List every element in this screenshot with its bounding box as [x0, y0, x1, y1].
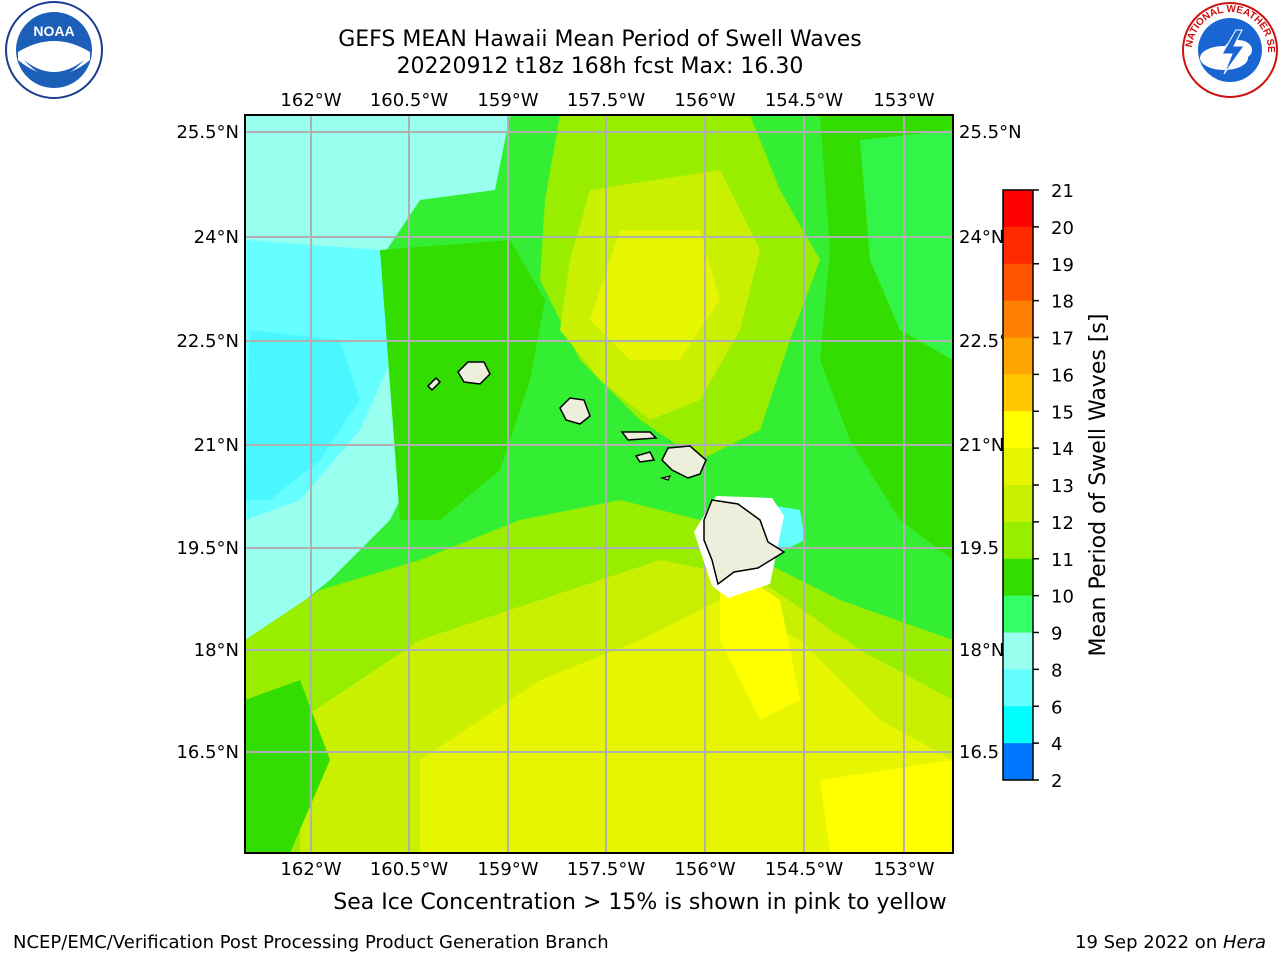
- lat-label: 19.5°N: [176, 538, 239, 559]
- colorbar-bin: [1003, 226, 1033, 265]
- colorbar-bin: [1003, 706, 1033, 744]
- lon-label: 160.5°W: [370, 859, 449, 880]
- lon-label: 154.5°W: [765, 90, 844, 111]
- noaa-logo-text: NOAA: [33, 23, 74, 39]
- swell-field: [245, 115, 953, 853]
- colorbar-tick-label: 20: [1051, 218, 1074, 239]
- hawaiian-islands: [426, 361, 786, 598]
- run-host: Hera: [1222, 932, 1266, 953]
- lat-label: 25.5°N: [176, 122, 239, 143]
- lat-label: 24°N: [194, 227, 239, 248]
- graticule: [245, 115, 953, 853]
- colorbar-tick-label: 16: [1051, 365, 1074, 386]
- colorbar-tick-label: 9: [1051, 624, 1062, 645]
- colorbar-bin: [1003, 632, 1033, 670]
- colorbar-tick-label: 11: [1051, 550, 1074, 571]
- lat-label: 16.5: [959, 742, 999, 763]
- map-title: GEFS MEAN Hawaii Mean Period of Swell Wa…: [338, 27, 862, 52]
- lon-label: 159°W: [477, 90, 538, 111]
- map-subtitle: 20220912 t18z 168h fcst Max: 16.30: [396, 54, 804, 79]
- colorbar-tick-label: 8: [1051, 660, 1062, 681]
- colorbar-tick-label: 6: [1051, 697, 1062, 718]
- colorbar-bin: [1003, 263, 1033, 302]
- colorbar: 21 20 19 18 17 16 15 14 13 12 11 10 9 8 6 4 2: [1002, 181, 1074, 792]
- lon-label: 162°W: [280, 90, 341, 111]
- lat-label: 19.5: [959, 538, 999, 559]
- lat-label: 24°N: [959, 227, 1004, 248]
- colorbar-tick-label: 21: [1051, 181, 1074, 202]
- colorbar-tick-label: 12: [1051, 513, 1074, 534]
- lon-labels-top: 162°W 160.5°W 159°W 157.5°W 156°W 154.5°…: [280, 90, 934, 111]
- colorbar-tick-label: 15: [1051, 402, 1074, 423]
- run-date-text: 19 Sep 2022 on: [1075, 932, 1223, 953]
- colorbar-tick-label: 2: [1051, 771, 1062, 792]
- colorbar-tick-label: 10: [1051, 587, 1074, 608]
- colorbar-bin: [1003, 521, 1033, 560]
- map-frame: [244, 114, 954, 854]
- colorbar-bin: [1003, 190, 1033, 228]
- colorbar-bin: [1003, 374, 1033, 412]
- lat-label: 25.5°N: [959, 122, 1022, 143]
- noaa-logo-icon: NOAA: [5, 1, 103, 99]
- colorbar-bin: [1003, 411, 1033, 449]
- lon-label: 153°W: [873, 90, 934, 111]
- colorbar-bin: [1003, 558, 1033, 597]
- lon-label: 162°W: [280, 859, 341, 880]
- lon-label: 156°W: [674, 859, 735, 880]
- lon-label: 159°W: [477, 859, 538, 880]
- lon-label: 157.5°W: [567, 859, 646, 880]
- lat-label: 16.5°N: [176, 742, 239, 763]
- lat-label: 22.5°: [959, 331, 1008, 352]
- colorbar-tick-label: 14: [1051, 439, 1074, 460]
- nws-logo-icon: NATIONAL WEATHER SERVICE: [1178, 0, 1278, 98]
- colorbar-bin: [1003, 337, 1033, 375]
- colorbar-bin: [1003, 669, 1033, 707]
- lat-labels-right: 25.5°N 24°N 22.5° 21°N 19.5 18°N 16.5: [959, 122, 1022, 763]
- colorbar-bin: [1003, 448, 1033, 486]
- lon-label: 160.5°W: [370, 90, 449, 111]
- colorbar-tick-label: 17: [1051, 329, 1074, 350]
- lat-label: 22.5°N: [176, 331, 239, 352]
- lat-label: 21°N: [959, 435, 1004, 456]
- credit-text: NCEP/EMC/Verification Post Processing Pr…: [13, 932, 609, 953]
- sea-ice-note: Sea Ice Concentration > 15% is shown in …: [333, 890, 947, 915]
- colorbar-bin: [1003, 485, 1033, 523]
- lat-label: 18°N: [959, 640, 1004, 661]
- lon-label: 153°W: [873, 859, 934, 880]
- colorbar-tick-label: 13: [1051, 476, 1074, 497]
- lat-label: 18°N: [194, 640, 239, 661]
- colorbar-bin: [1003, 595, 1033, 633]
- colorbar-tick-label: 19: [1051, 255, 1074, 276]
- lon-label: 157.5°W: [567, 90, 646, 111]
- colorbar-bin: [1003, 300, 1033, 338]
- lon-label: 156°W: [674, 90, 735, 111]
- colorbar-bin: [1003, 743, 1033, 781]
- colorbar-label: Mean Period of Swell Waves [s]: [1086, 314, 1111, 657]
- lat-label: 21°N: [194, 435, 239, 456]
- lon-label: 154.5°W: [765, 859, 844, 880]
- colorbar-tick-label: 18: [1051, 292, 1074, 313]
- lon-labels-bottom: 162°W 160.5°W 159°W 157.5°W 156°W 154.5°…: [280, 859, 934, 880]
- run-date: 19 Sep 2022 on Hera: [1075, 932, 1266, 953]
- colorbar-tick-label: 4: [1051, 734, 1062, 755]
- lat-labels-left: 25.5°N 24°N 22.5°N 21°N 19.5°N 18°N 16.5…: [176, 122, 239, 763]
